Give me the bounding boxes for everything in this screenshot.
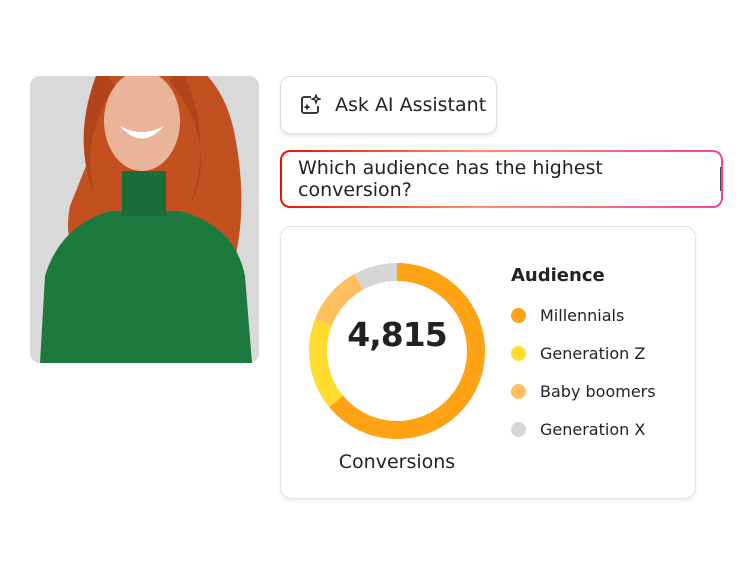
legend-dot-icon	[511, 307, 526, 323]
text-cursor	[720, 167, 721, 191]
legend: Audience Millennials Generation Z Baby boo…	[511, 265, 656, 448]
prompt-input[interactable]: Which audience has the highest conversio…	[280, 150, 723, 208]
legend-dot-icon	[511, 345, 526, 361]
audience-chart-card: 4,815 Conversions Audience Millennials Ge…	[280, 226, 696, 499]
donut-segment-millennials	[329, 263, 485, 439]
donut-segment-generation-x	[354, 263, 397, 290]
ask-ai-assistant-button[interactable]: Ask AI Assistant	[280, 76, 497, 134]
donut-chart	[309, 263, 485, 439]
legend-label: Millennials	[540, 305, 625, 325]
donut-segment-baby-boomers	[315, 273, 364, 326]
prompt-text[interactable]: Which audience has the highest conversio…	[298, 157, 603, 201]
legend-label: Generation Z	[540, 343, 646, 363]
total-value: 4,815	[347, 315, 447, 354]
ai-sparkle-icon	[301, 94, 321, 114]
legend-item: Millennials	[511, 296, 656, 334]
legend-dot-icon	[511, 421, 526, 437]
legend-label: Baby boomers	[540, 381, 656, 401]
ask-button-label: Ask AI Assistant	[335, 94, 487, 116]
donut-segment-generation-z	[309, 318, 344, 408]
legend-dot-icon	[511, 383, 526, 399]
person-photo	[30, 46, 259, 363]
legend-title: Audience	[511, 265, 605, 286]
legend-label: Generation X	[540, 419, 646, 439]
legend-item: Generation X	[511, 410, 656, 448]
legend-item: Generation Z	[511, 334, 656, 372]
total-label: Conversions	[338, 451, 456, 473]
legend-item: Baby boomers	[511, 372, 656, 410]
